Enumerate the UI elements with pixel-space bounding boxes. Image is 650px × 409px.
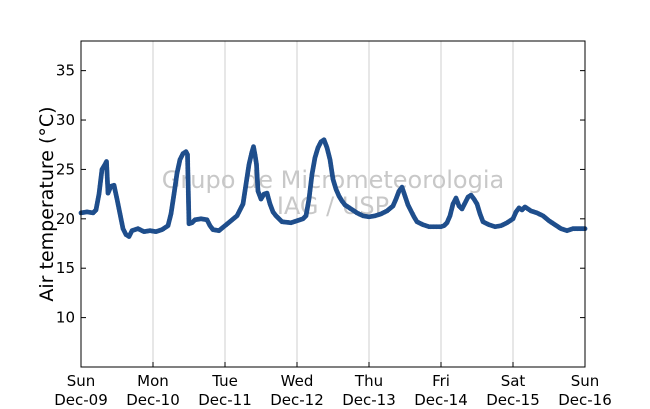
x-axis-ticks: SunDec-09MonDec-10TueDec-11WedDec-12ThuD… bbox=[54, 362, 612, 409]
grid-lines bbox=[152, 41, 514, 367]
x-tick-day-label: Tue bbox=[211, 372, 238, 390]
x-tick-date-label: Dec-15 bbox=[486, 391, 540, 409]
x-tick-date-label: Dec-14 bbox=[414, 391, 468, 409]
x-tick-date-label: Dec-13 bbox=[342, 391, 396, 409]
watermark: Grupo de Micrometeorologia IAG / USP bbox=[162, 166, 504, 220]
x-tick-date-label: Dec-16 bbox=[558, 391, 612, 409]
plot-frame bbox=[80, 40, 586, 368]
y-tick-label: 30 bbox=[56, 111, 75, 129]
data-points bbox=[78, 137, 588, 240]
x-tick-day-label: Fri bbox=[432, 372, 450, 390]
x-tick-date-label: Dec-11 bbox=[198, 391, 252, 409]
x-tick-day-label: Sun bbox=[67, 372, 96, 390]
x-tick-day-label: Sun bbox=[571, 372, 600, 390]
x-tick-day-label: Wed bbox=[281, 372, 314, 390]
y-axis-title: Air temperature (°C) bbox=[36, 106, 58, 301]
x-tick-date-label: Dec-09 bbox=[54, 391, 108, 409]
y-tick-label: 15 bbox=[56, 259, 75, 277]
x-tick-date-label: Dec-12 bbox=[270, 391, 324, 409]
y-tick-label: 10 bbox=[56, 309, 75, 327]
y-axis-ticks: 10 15 20 25 30 35 bbox=[56, 62, 585, 327]
x-tick-day-label: Mon bbox=[137, 372, 169, 390]
y-tick-label: 25 bbox=[56, 160, 75, 178]
x-tick-day-label: Sat bbox=[501, 372, 526, 390]
y-tick-label: 35 bbox=[56, 62, 75, 80]
x-tick-day-label: Thu bbox=[354, 372, 383, 390]
x-tick-date-label: Dec-10 bbox=[126, 391, 180, 409]
y-tick-label: 20 bbox=[56, 210, 75, 228]
